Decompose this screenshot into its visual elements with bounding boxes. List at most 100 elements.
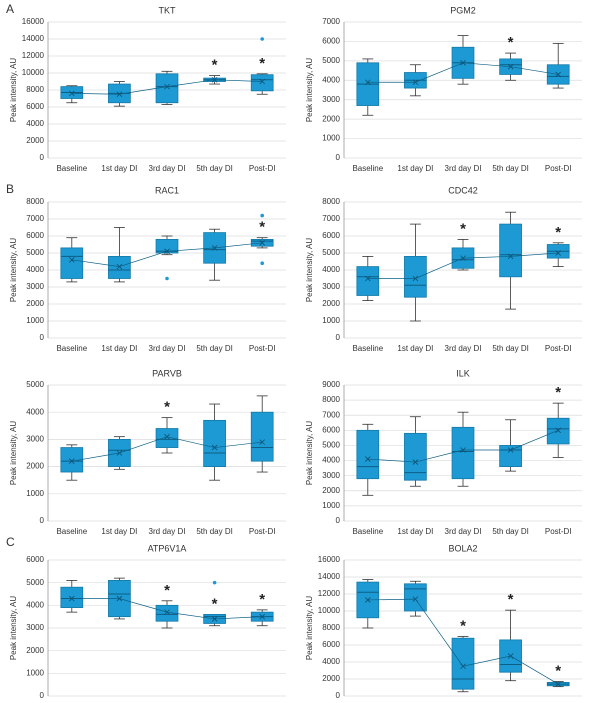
- y-tick-label: 0: [40, 516, 45, 525]
- mean-marker: [555, 427, 561, 434]
- y-tick-label: 5000: [26, 248, 44, 257]
- y-tick-label: 2000: [26, 646, 44, 655]
- significance-mark: *: [460, 220, 466, 237]
- chart-title: ILK: [456, 368, 470, 378]
- box: [155, 238, 179, 254]
- chart-title: BOLA2: [448, 543, 477, 553]
- y-tick-label: 8000: [26, 85, 44, 94]
- y-tick-label: 3000: [26, 623, 44, 632]
- outlier: [260, 261, 265, 266]
- y-tick-label: 4000: [322, 657, 340, 666]
- x-tick-label: 1st day DI: [101, 164, 137, 173]
- y-tick-label: 2000: [322, 299, 340, 308]
- y-tick-label: 6000: [26, 555, 44, 564]
- y-tick-label: 6000: [322, 231, 340, 240]
- significance-mark: *: [555, 224, 561, 241]
- y-tick-label: 3000: [26, 282, 44, 291]
- y-tick-label: 4000: [322, 456, 340, 465]
- x-tick-label: 5th day DI: [492, 164, 528, 173]
- chart-title: CDC42: [448, 185, 478, 195]
- y-tick-label: 1000: [322, 316, 340, 325]
- x-tick-label: Baseline: [56, 527, 87, 536]
- x-tick-label: 3rd day DI: [445, 527, 482, 536]
- box: [108, 255, 131, 279]
- significance-mark: *: [555, 663, 561, 680]
- y-tick-label: 5000: [26, 380, 44, 389]
- chart-title: TKT: [159, 5, 177, 15]
- significance-mark: *: [460, 617, 466, 634]
- chart-title: PGM2: [450, 5, 476, 15]
- x-tick-label: 5th day DI: [196, 527, 232, 536]
- y-tick-label: 1000: [26, 489, 44, 498]
- x-tick-label: 1st day DI: [101, 527, 137, 536]
- outlier: [212, 580, 217, 585]
- panel-label: B: [6, 182, 14, 196]
- box: [404, 255, 427, 298]
- significance-mark: *: [164, 399, 170, 416]
- outlier: [260, 213, 265, 218]
- y-tick-label: 3000: [26, 435, 44, 444]
- y-tick-label: 10000: [318, 606, 341, 615]
- x-tick-label: Post-DI: [545, 164, 572, 173]
- mean-line: [367, 62, 559, 83]
- significance-mark: *: [259, 591, 265, 608]
- y-tick-label: 2000: [322, 114, 340, 123]
- y-tick-label: 10000: [22, 68, 45, 77]
- significance-mark: *: [212, 57, 218, 74]
- box: [250, 74, 274, 92]
- box: [155, 428, 179, 448]
- y-tick-label: 0: [40, 333, 45, 342]
- significance-mark: *: [259, 55, 265, 72]
- y-tick-label: 2000: [26, 462, 44, 471]
- y-tick-label: 5000: [322, 56, 340, 65]
- x-tick-label: Baseline: [352, 164, 383, 173]
- y-tick-label: 4000: [26, 265, 44, 274]
- y-axis-label: Peak intensity, AU: [9, 238, 18, 303]
- x-tick-label: Post-DI: [249, 344, 276, 353]
- box: [60, 586, 84, 609]
- y-tick-label: 7000: [322, 214, 340, 223]
- x-tick-label: Post-DI: [249, 527, 276, 536]
- y-tick-label: 3000: [322, 95, 340, 104]
- y-tick-label: 6000: [322, 425, 340, 434]
- box: [404, 432, 427, 481]
- panel-label: C: [6, 535, 15, 549]
- x-tick-label: 5th day DI: [492, 527, 528, 536]
- y-tick-label: 0: [40, 691, 45, 700]
- y-tick-label: 8000: [322, 395, 340, 404]
- y-tick-label: 0: [336, 333, 341, 342]
- y-tick-label: 1000: [322, 134, 340, 143]
- outlier: [260, 37, 265, 41]
- y-tick-label: 8000: [322, 623, 340, 632]
- y-tick-label: 4000: [26, 119, 44, 128]
- outlier: [165, 276, 169, 281]
- y-tick-label: 2000: [26, 136, 44, 145]
- x-tick-label: 5th day DI: [196, 164, 232, 173]
- box: [155, 604, 179, 622]
- mean-line: [71, 79, 263, 95]
- y-tick-label: 4000: [322, 265, 340, 274]
- y-tick-label: 0: [336, 516, 341, 525]
- y-tick-label: 9000: [322, 380, 340, 389]
- x-tick-label: Post-DI: [545, 344, 572, 353]
- y-tick-label: 7000: [322, 17, 340, 26]
- x-tick-label: 1st day DI: [101, 344, 137, 353]
- y-tick-label: 7000: [322, 410, 340, 419]
- panel-label: A: [6, 2, 14, 16]
- box: [451, 426, 475, 480]
- y-tick-label: 14000: [22, 34, 45, 43]
- y-tick-label: 0: [40, 153, 45, 162]
- y-tick-label: 6000: [26, 102, 44, 111]
- x-tick-label: 1st day DI: [397, 164, 433, 173]
- y-tick-label: 12000: [318, 589, 341, 598]
- y-tick-label: 2000: [26, 299, 44, 308]
- y-tick-label: 5000: [322, 441, 340, 450]
- box: [203, 419, 226, 467]
- box: [250, 411, 274, 462]
- x-tick-label: 3rd day DI: [445, 344, 482, 353]
- x-tick-label: 3rd day DI: [149, 164, 186, 173]
- mean-line: [367, 252, 559, 279]
- significance-mark: *: [164, 582, 170, 599]
- y-axis-label: Peak intensity, AU: [305, 238, 314, 303]
- x-tick-label: Baseline: [352, 344, 383, 353]
